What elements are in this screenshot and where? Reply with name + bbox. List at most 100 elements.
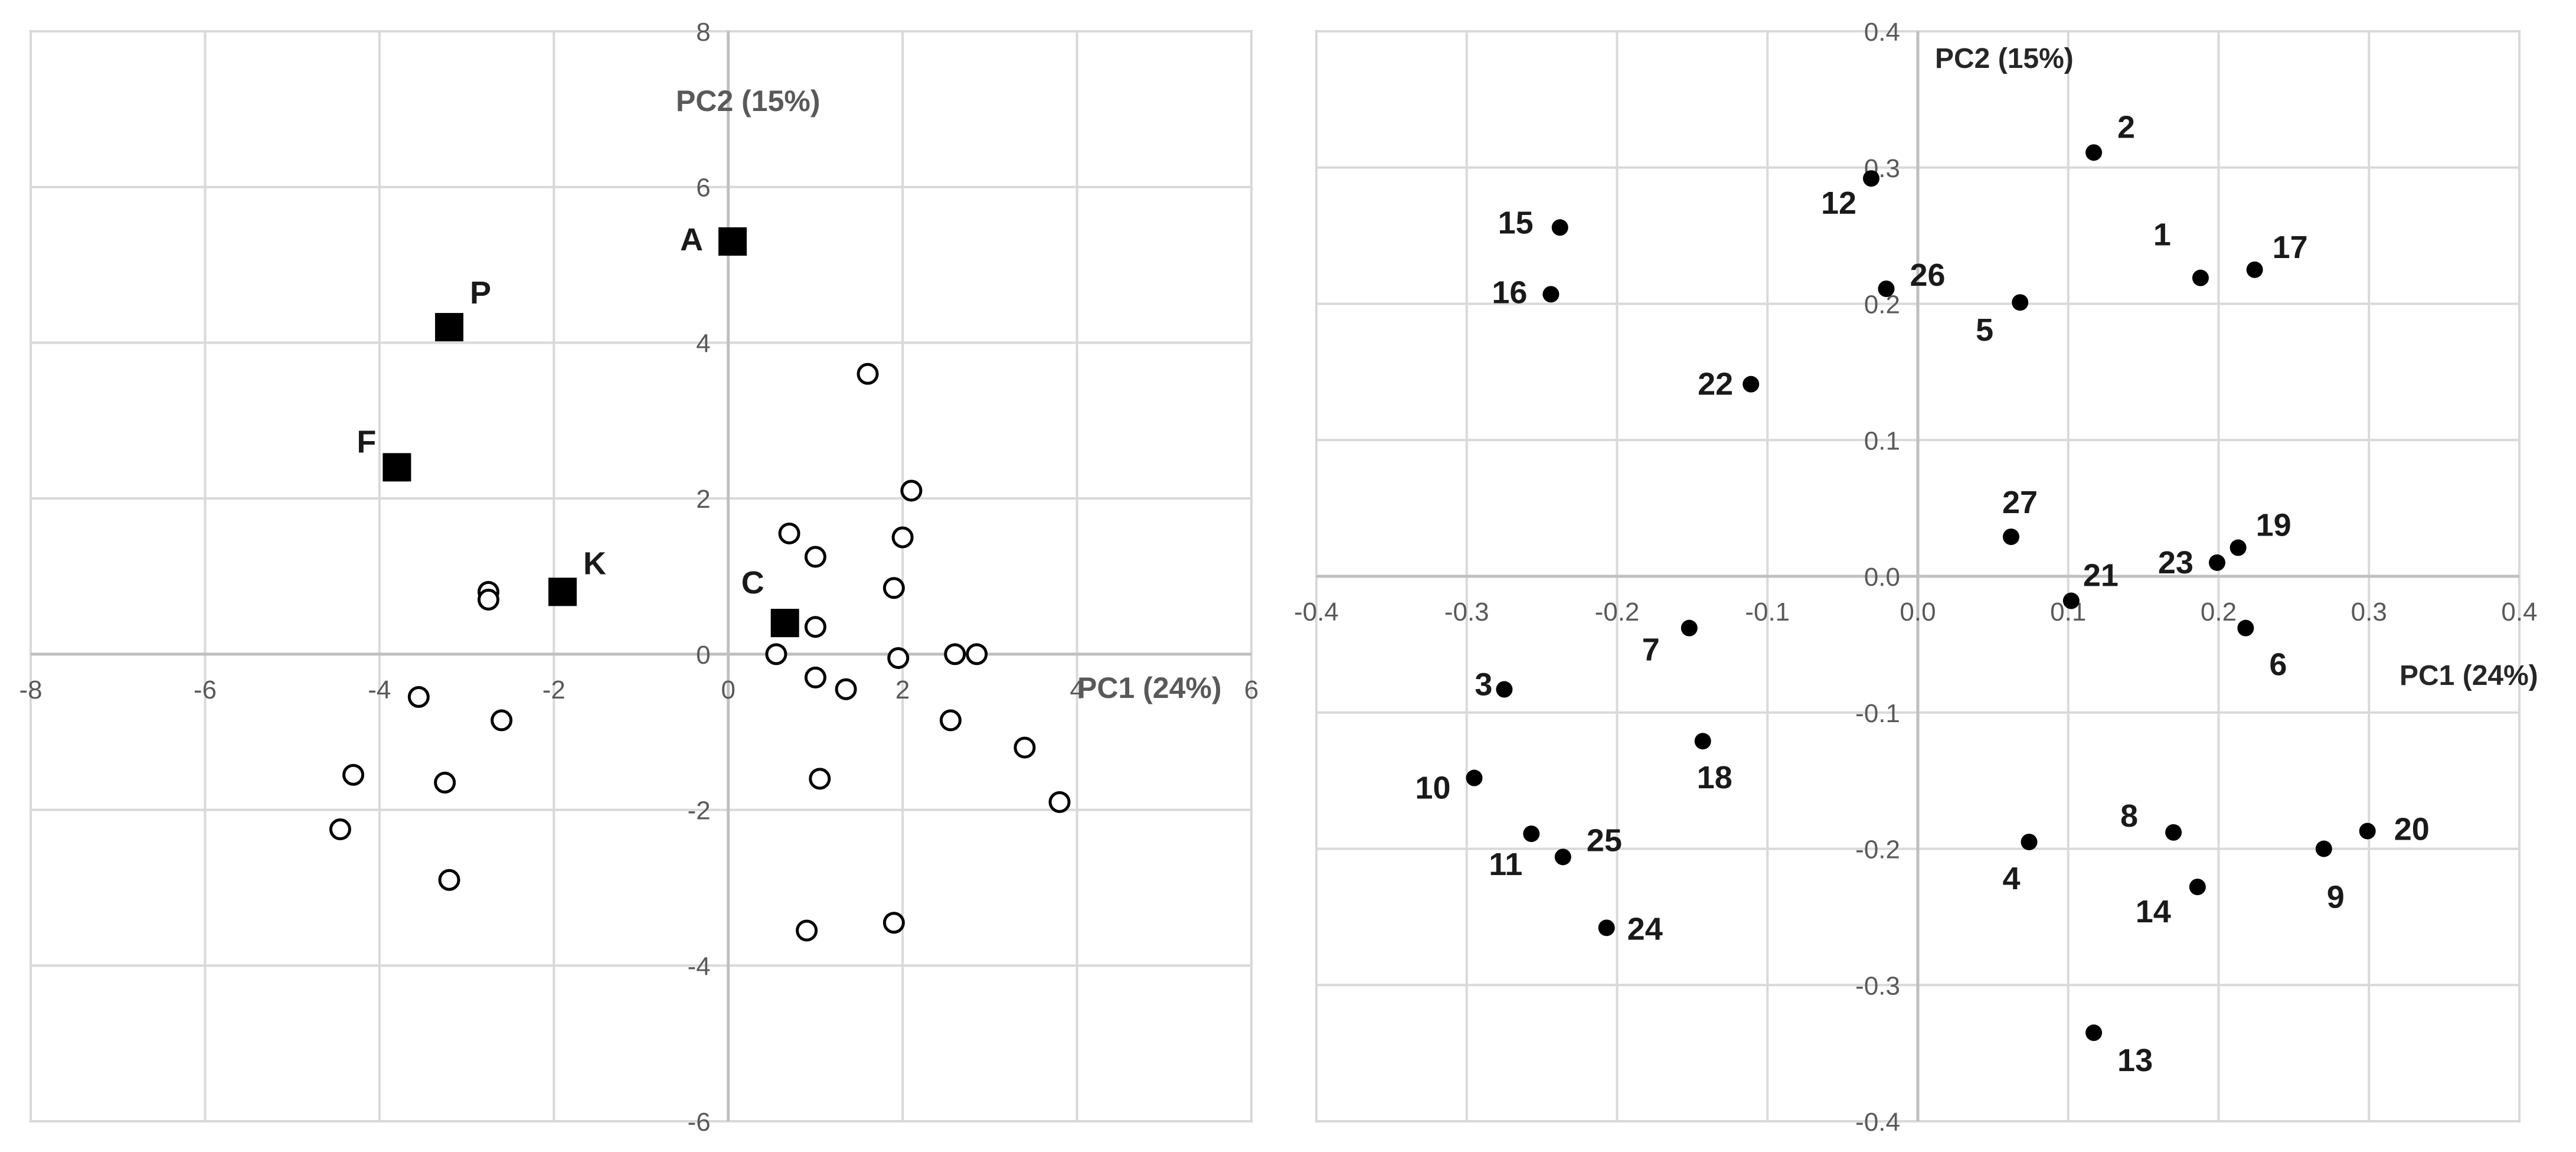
open-circle-point [804, 616, 826, 638]
filled-square-point [383, 453, 411, 482]
point-label: 4 [2002, 861, 2020, 896]
x-tick-label: 6 [1244, 675, 1258, 704]
open-circle-point [944, 643, 966, 665]
open-circle-point [342, 763, 365, 786]
point-label: 16 [1492, 275, 1527, 310]
filled-circle-point [2315, 840, 2332, 857]
left-pca-scores-chart: -8 -6 -4 -2 0 2 4 6 -6 -4 -2 0 2 4 6 8 PC1 (24%) PC2 (15%… [19, 18, 1258, 1137]
x-tick-label: 2 [895, 675, 910, 704]
filled-circle-point [2012, 294, 2029, 311]
point-label: 21 [2083, 558, 2119, 593]
filled-circle-point [2165, 824, 2182, 841]
filled-square-point [548, 577, 577, 606]
filled-circle-point [1681, 619, 1698, 637]
filled-circle-point [2021, 833, 2038, 850]
filled-circle-point [1694, 733, 1711, 750]
filled-square-point [770, 609, 799, 638]
x-tick-label: 4 [1070, 675, 1084, 704]
x-axis-title: PC1 (24%) [1077, 671, 1222, 704]
filled-circle-point [1466, 769, 1483, 787]
filled-circle-point [2085, 144, 2103, 161]
open-circle-point [835, 678, 857, 700]
x-tick-label: 0 [721, 675, 735, 704]
y-tick-label: 6 [696, 174, 710, 203]
open-circle-point [478, 589, 499, 611]
point-label: 22 [1698, 367, 1733, 402]
filled-circle-point [1598, 919, 1615, 936]
filled-circle-point [2230, 539, 2247, 556]
x-tick-label: -6 [194, 675, 217, 704]
point-label: 8 [2120, 798, 2138, 834]
point-label: 26 [1910, 257, 1946, 293]
open-circle-point [329, 818, 351, 841]
point-label: K [583, 546, 606, 581]
open-circle-point [887, 647, 910, 669]
point-label: 27 [2002, 485, 2038, 520]
filled-circle-point [2246, 261, 2263, 278]
open-circle-point [765, 643, 787, 665]
filled-circle-point [1551, 219, 1568, 236]
point-label: 15 [1498, 205, 1534, 240]
open-circle-point [857, 363, 879, 385]
x-tick-label: 0.2 [2201, 598, 2237, 626]
y-axis-title: PC2 (15%) [676, 84, 820, 118]
filled-circle-point [1743, 376, 1760, 393]
x-tick-label: -0.1 [1745, 598, 1790, 626]
y-tick-label: 0 [696, 641, 710, 670]
y-tick-label: 8 [696, 18, 710, 47]
open-circle-point [434, 771, 456, 794]
filled-circle-point [2208, 554, 2225, 571]
point-label: 9 [2327, 880, 2345, 915]
open-circle-point [796, 919, 818, 942]
x-tick-label: -0.4 [1294, 598, 1339, 626]
point-label: 23 [2158, 545, 2193, 580]
x-tick-label: 0.0 [1900, 598, 1936, 626]
open-circle-point [804, 666, 826, 688]
open-circle-point [939, 709, 962, 732]
point-label: 5 [1976, 312, 1993, 348]
open-circle-point [966, 643, 988, 665]
open-circle-point [438, 869, 460, 891]
point-label: 1 [2153, 217, 2171, 253]
x-tick-label: -2 [542, 675, 565, 704]
plot-frame [30, 30, 1253, 1122]
open-circle-point [491, 709, 513, 732]
filled-circle-point [1863, 170, 1880, 187]
point-label: 7 [1642, 632, 1660, 668]
open-circle-point [407, 686, 430, 708]
filled-circle-point [2192, 269, 2209, 286]
point-label: 3 [1475, 667, 1492, 703]
point-label: 10 [1415, 771, 1450, 806]
point-label: 2 [2117, 109, 2135, 145]
open-circle-point [809, 768, 831, 790]
filled-circle-point [2189, 879, 2206, 896]
x-tick-label: -0.3 [1444, 598, 1489, 626]
point-label: 6 [2269, 647, 2287, 683]
x-tick-label: -8 [19, 675, 42, 704]
filled-square-point [435, 313, 464, 342]
y-tick-label: 2 [696, 485, 710, 514]
point-label: 13 [2117, 1043, 2153, 1078]
y-tick-label: -0.2 [1855, 836, 1900, 864]
point-label: 20 [2394, 812, 2430, 847]
x-tick-label: -4 [368, 675, 391, 704]
filled-circle-point [2002, 528, 2019, 546]
open-circle-point [882, 912, 905, 934]
point-label: 17 [2273, 230, 2308, 265]
right-pca-loadings-chart: -0.4 -0.3 -0.2 -0.1 0.0 0.1 0.2 0.3 0.4 -0.4 -0.3 -… [1294, 18, 2538, 1137]
y-tick-label: -0.1 [1855, 699, 1900, 728]
open-circle-point [882, 577, 905, 599]
point-label: C [741, 565, 764, 601]
point-label: 24 [1627, 911, 1663, 947]
filled-circle-point [2359, 823, 2376, 840]
filled-circle-point [1496, 681, 1513, 698]
x-tick-label: 0.3 [2351, 598, 2387, 626]
x-axis-title: PC1 (24%) [2400, 660, 2538, 691]
point-label: P [470, 275, 491, 311]
filled-circle-point [2085, 1024, 2103, 1042]
open-circle-point [891, 526, 914, 549]
point-label: F [357, 424, 376, 459]
x-tick-label: 0.4 [2501, 598, 2537, 626]
filled-circle-point [1523, 825, 1540, 843]
